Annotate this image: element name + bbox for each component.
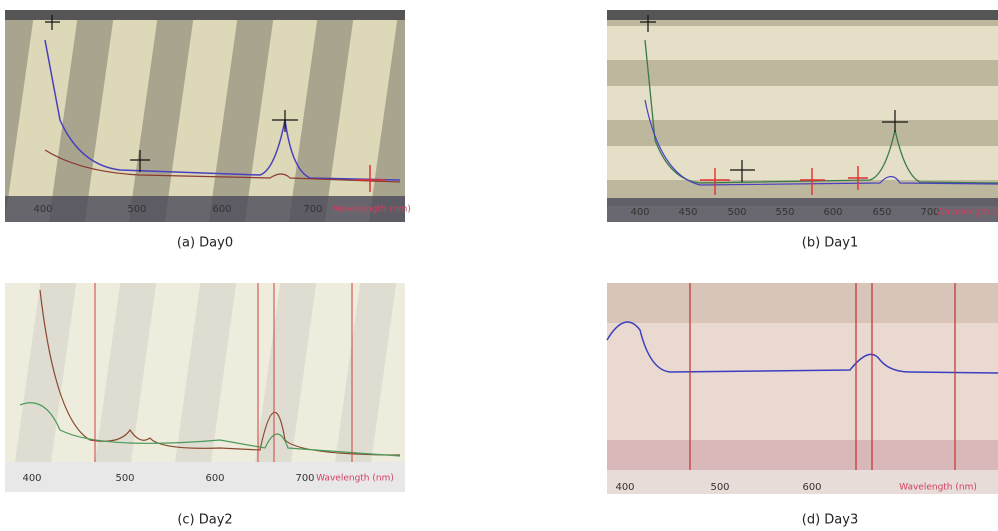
x-tick-label: 600: [205, 473, 224, 484]
photo-b: [607, 10, 998, 222]
x-tick-label: 500: [727, 207, 746, 218]
x-tick-label: 400: [630, 207, 649, 218]
x-tick-label: 600: [823, 207, 842, 218]
x-tick-label: 550: [775, 207, 794, 218]
caption: (c) Day2: [177, 513, 232, 528]
caption: (d) Day3: [802, 513, 858, 528]
x-tick-label: 500: [115, 473, 134, 484]
photo-d: [606, 283, 998, 494]
photo-c: [5, 283, 405, 492]
x-tick-label: 400: [33, 204, 52, 215]
x-tick-label: 500: [127, 204, 146, 215]
axis-label: Wavelength (nm): [899, 483, 977, 493]
caption: (b) Day1: [802, 236, 858, 251]
x-tick-label: 700: [303, 204, 322, 215]
photo-a: [5, 10, 405, 222]
caption: (a) Day0: [177, 236, 233, 251]
x-tick-label: 700: [920, 207, 939, 218]
axis-label: Wavelength (nm): [316, 474, 394, 484]
x-tick-label: 450: [678, 207, 697, 218]
x-tick-label: 600: [212, 204, 231, 215]
axis-label: Wavelength (nm): [333, 205, 411, 215]
x-tick-label: 400: [615, 482, 634, 493]
x-tick-label: 600: [802, 482, 821, 493]
x-tick-label: 500: [710, 482, 729, 493]
x-tick-label: 700: [295, 473, 314, 484]
axis-label: Wavelength (nm): [936, 208, 998, 218]
x-tick-label: 400: [22, 473, 41, 484]
x-tick-label: 650: [872, 207, 891, 218]
